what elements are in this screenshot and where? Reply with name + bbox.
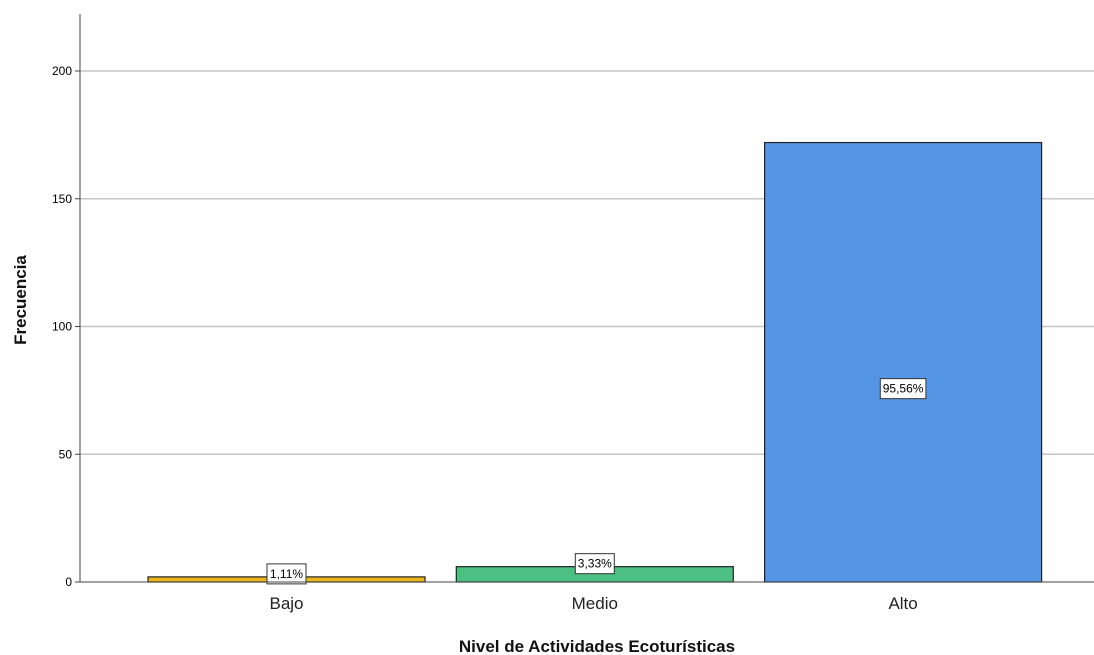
y-tick-label: 0 bbox=[65, 575, 72, 589]
bars bbox=[147, 141, 1043, 583]
y-ticks: 0 50 100 150 200 bbox=[52, 64, 80, 589]
y-axis-title: Frecuencia bbox=[11, 255, 30, 345]
data-labels: 1,11% 3,33% 95,56% bbox=[266, 378, 927, 585]
data-label-box bbox=[266, 563, 307, 585]
data-label: 1,11% bbox=[270, 567, 303, 581]
x-tick-label: Bajo bbox=[269, 594, 303, 613]
data-label: 3,33% bbox=[578, 557, 612, 571]
y-tick-label: 200 bbox=[52, 64, 72, 78]
y-tick-label: 50 bbox=[59, 447, 73, 461]
data-label: 95,56% bbox=[883, 382, 924, 396]
data-label-box bbox=[879, 378, 927, 400]
x-tick-label: Alto bbox=[888, 594, 917, 613]
x-tick-labels: Bajo Medio Alto bbox=[269, 594, 917, 613]
bar bbox=[763, 141, 1043, 583]
x-axis-title: Nivel de Actividades Ecoturísticas bbox=[459, 637, 735, 655]
data-label-box bbox=[574, 553, 615, 575]
x-tick-label: Medio bbox=[572, 594, 618, 613]
y-tick-label: 100 bbox=[52, 320, 72, 334]
y-tick-label: 150 bbox=[52, 192, 72, 206]
